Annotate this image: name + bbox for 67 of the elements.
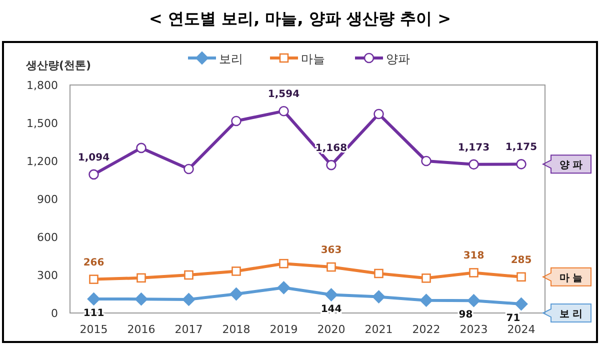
data-label: 71: [506, 313, 520, 324]
x-tick-label: 2019: [270, 323, 298, 336]
text: 마 늘: [559, 272, 583, 284]
point: [421, 156, 432, 166]
data-label: 363: [320, 245, 342, 256]
data-label: 1,594: [268, 89, 300, 100]
data-label: 1,173: [458, 142, 490, 154]
point: [277, 281, 290, 294]
y-tick-label: 1,500: [26, 117, 58, 130]
point: [326, 160, 336, 170]
data-label: 318: [463, 250, 484, 262]
point: [516, 159, 526, 170]
x-tick-label: 2017: [174, 323, 203, 336]
y-tick-label: 1,800: [26, 79, 58, 92]
x-tick-label: 2015: [80, 323, 108, 336]
point: [372, 290, 386, 304]
data-label: 285: [510, 254, 532, 266]
data-label: 266: [83, 257, 104, 268]
point: [279, 258, 288, 268]
point: [87, 292, 100, 306]
point: [184, 164, 194, 174]
point: [374, 108, 384, 120]
point: [278, 106, 289, 116]
text: 보 리: [559, 309, 583, 320]
x-tick-label: 2021: [364, 323, 393, 336]
chart-title: < 연도별 보리, 마늘, 양파 생산량 추이 >: [149, 9, 451, 28]
y-tick-label: 0: [51, 307, 58, 320]
legend-label: 마늘: [301, 52, 325, 66]
point: [326, 262, 336, 272]
y-tick-label: 300: [37, 269, 58, 282]
point: [136, 142, 146, 154]
y-tick-label: 1,200: [26, 155, 58, 168]
point: [324, 288, 338, 302]
y-axis-title: 생산량(천톤): [25, 59, 92, 72]
y-tick-label: 900: [37, 193, 58, 206]
point: [88, 169, 99, 180]
x-tick-label: 2020: [317, 323, 346, 336]
data-label: 98: [458, 310, 473, 321]
point: [467, 294, 480, 308]
data-label: 1,175: [505, 142, 538, 154]
data-label: 111: [83, 308, 104, 319]
point: [230, 288, 243, 300]
point: [516, 272, 526, 282]
point: [184, 270, 194, 280]
point: [469, 268, 478, 278]
x-tick-label: 2023: [460, 323, 488, 336]
point: [231, 116, 242, 126]
legend-label: 보리: [219, 52, 243, 66]
point: [232, 266, 241, 276]
legend-label: 양파: [386, 52, 410, 66]
point: [468, 159, 479, 170]
point: [136, 273, 146, 283]
x-tick-label: 2016: [127, 323, 156, 336]
x-tick-label: 2024: [507, 323, 536, 336]
x-tick-label: 2018: [222, 323, 250, 336]
point: [420, 294, 433, 307]
point: [182, 292, 196, 306]
point: [514, 298, 528, 311]
point: [134, 292, 148, 306]
data-label: 1,094: [78, 152, 110, 164]
data-label: 144: [320, 304, 342, 315]
point: [374, 268, 384, 278]
point: [422, 274, 431, 283]
x-tick-label: 2022: [412, 323, 440, 336]
text: 양 파: [559, 160, 583, 172]
y-tick-label: 600: [37, 231, 58, 244]
point: [89, 274, 98, 284]
